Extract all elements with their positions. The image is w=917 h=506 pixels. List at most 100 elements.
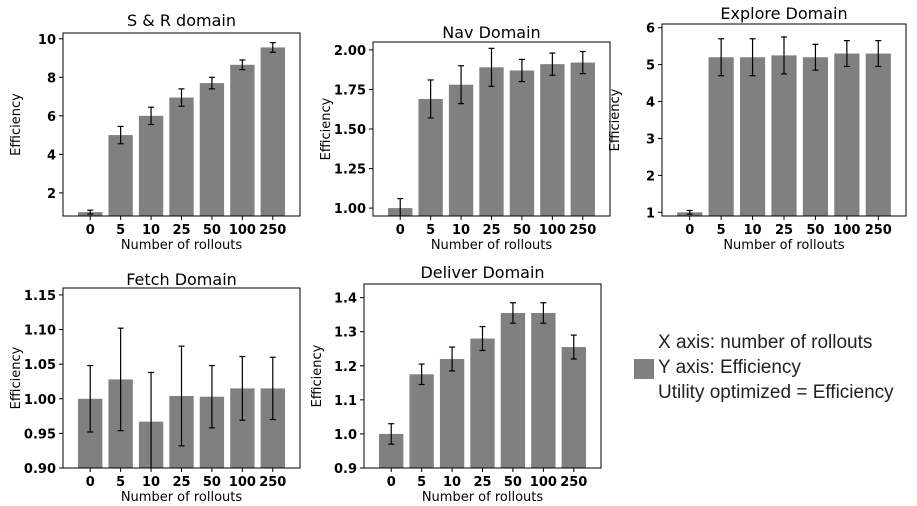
y-tick-label: 1.10 xyxy=(24,324,56,339)
x-tick-label: 5 xyxy=(717,223,726,238)
x-tick-label: 50 xyxy=(504,475,522,490)
x-tick-label: 0 xyxy=(387,475,396,490)
bar-25 xyxy=(169,97,194,216)
x-tick-label: 50 xyxy=(513,223,531,238)
y-tick-label: 4 xyxy=(47,148,56,163)
bar-25 xyxy=(771,55,797,217)
bar-10 xyxy=(740,57,766,216)
x-tick-label: 50 xyxy=(806,223,824,238)
y-tick-label: 1.1 xyxy=(334,394,357,409)
y-tick-label: 6 xyxy=(47,110,56,125)
y-tick-label: 0.9 xyxy=(334,462,357,477)
y-tick-label: 1.4 xyxy=(334,292,357,307)
legend-note: X axis: number of rollouts Y axis: Effic… xyxy=(632,330,917,410)
chart-title: S & R domain xyxy=(127,11,236,30)
bar-10 xyxy=(439,358,465,468)
legend-utility-note: Utility optimized = Efficiency xyxy=(658,382,894,403)
bar-50 xyxy=(199,83,225,216)
x-axis-label: Number of rollouts xyxy=(431,238,553,253)
bar-250 xyxy=(561,347,586,468)
x-tick-label: 5 xyxy=(116,223,125,238)
x-tick-label: 25 xyxy=(473,475,491,490)
x-tick-label: 250 xyxy=(560,475,587,490)
bar-100 xyxy=(531,312,556,468)
bar-25 xyxy=(479,67,504,217)
x-tick-label: 100 xyxy=(539,223,566,238)
y-axis-label: Efficiency xyxy=(9,93,24,156)
x-tick-label: 5 xyxy=(417,475,426,490)
x-tick-label: 250 xyxy=(259,475,286,490)
chart-title: Fetch Domain xyxy=(126,270,237,289)
x-tick-label: 0 xyxy=(86,475,95,490)
x-axis-label: Number of rollouts xyxy=(121,238,243,253)
x-tick-label: 100 xyxy=(833,223,860,238)
x-tick-label: 5 xyxy=(426,223,435,238)
bar-250 xyxy=(865,53,891,217)
bar-10 xyxy=(138,115,164,216)
y-tick-label: 2 xyxy=(646,169,655,184)
x-tick-label: 100 xyxy=(530,475,557,490)
y-tick-label: 4 xyxy=(646,96,655,111)
legend-x-axis-note: X axis: number of rollouts xyxy=(658,332,873,353)
y-tick-label: 1.00 xyxy=(24,393,56,408)
x-tick-label: 25 xyxy=(775,223,793,238)
x-tick-label: 100 xyxy=(229,223,256,238)
bar-100 xyxy=(834,53,860,217)
y-axis-label: Efficiency xyxy=(310,344,325,407)
y-tick-label: 1.50 xyxy=(334,123,366,138)
x-tick-label: 50 xyxy=(203,223,221,238)
y-tick-label: 1.2 xyxy=(334,360,357,375)
x-tick-label: 25 xyxy=(172,475,190,490)
y-tick-label: 1.05 xyxy=(24,358,56,373)
x-tick-label: 250 xyxy=(865,223,892,238)
bar-50 xyxy=(802,57,828,216)
bar-50 xyxy=(500,312,526,468)
x-axis-label: Number of rollouts xyxy=(723,238,845,253)
x-tick-label: 25 xyxy=(482,223,500,238)
legend-bar-swatch xyxy=(634,359,654,379)
chart-title: Nav Domain xyxy=(442,23,540,42)
y-tick-label: 10 xyxy=(38,33,56,48)
x-tick-label: 10 xyxy=(142,475,160,490)
bar-5 xyxy=(409,374,434,468)
bar-50 xyxy=(509,70,535,217)
bar-25 xyxy=(470,338,495,468)
x-tick-label: 0 xyxy=(396,223,405,238)
chart-title: Deliver Domain xyxy=(420,263,544,282)
x-tick-label: 0 xyxy=(86,223,95,238)
y-tick-label: 1.0 xyxy=(334,428,357,443)
y-tick-label: 1.15 xyxy=(24,289,56,304)
x-tick-label: 50 xyxy=(203,475,221,490)
bar-5 xyxy=(708,57,734,216)
legend-y-axis-note: Y axis: Efficiency xyxy=(658,357,801,378)
x-tick-label: 10 xyxy=(744,223,762,238)
chart-title: Explore Domain xyxy=(720,4,847,23)
bar-10 xyxy=(448,84,474,216)
x-tick-label: 100 xyxy=(229,475,256,490)
y-tick-label: 1.3 xyxy=(334,326,357,341)
x-tick-label: 10 xyxy=(142,223,160,238)
x-tick-label: 10 xyxy=(452,223,470,238)
y-axis-label: Efficiency xyxy=(319,97,334,160)
y-tick-label: 3 xyxy=(646,132,655,147)
y-tick-label: 8 xyxy=(47,71,56,86)
x-tick-label: 250 xyxy=(259,223,286,238)
y-tick-label: 2 xyxy=(47,187,56,202)
x-tick-label: 0 xyxy=(685,223,694,238)
y-tick-label: 5 xyxy=(646,59,655,74)
y-tick-label: 6 xyxy=(646,22,655,37)
y-tick-label: 2.00 xyxy=(334,44,366,59)
bar-250 xyxy=(570,62,595,217)
x-tick-label: 5 xyxy=(116,475,125,490)
y-tick-label: 0.95 xyxy=(24,427,56,442)
y-tick-label: 1.00 xyxy=(334,202,366,217)
x-axis-label: Number of rollouts xyxy=(422,490,544,505)
bar-100 xyxy=(540,64,565,217)
x-axis-label: Number of rollouts xyxy=(121,490,243,505)
y-tick-label: 1.25 xyxy=(334,163,366,178)
bar-100 xyxy=(230,64,255,216)
bar-5 xyxy=(108,135,133,216)
y-tick-label: 0.90 xyxy=(24,462,56,477)
x-tick-label: 25 xyxy=(172,223,190,238)
